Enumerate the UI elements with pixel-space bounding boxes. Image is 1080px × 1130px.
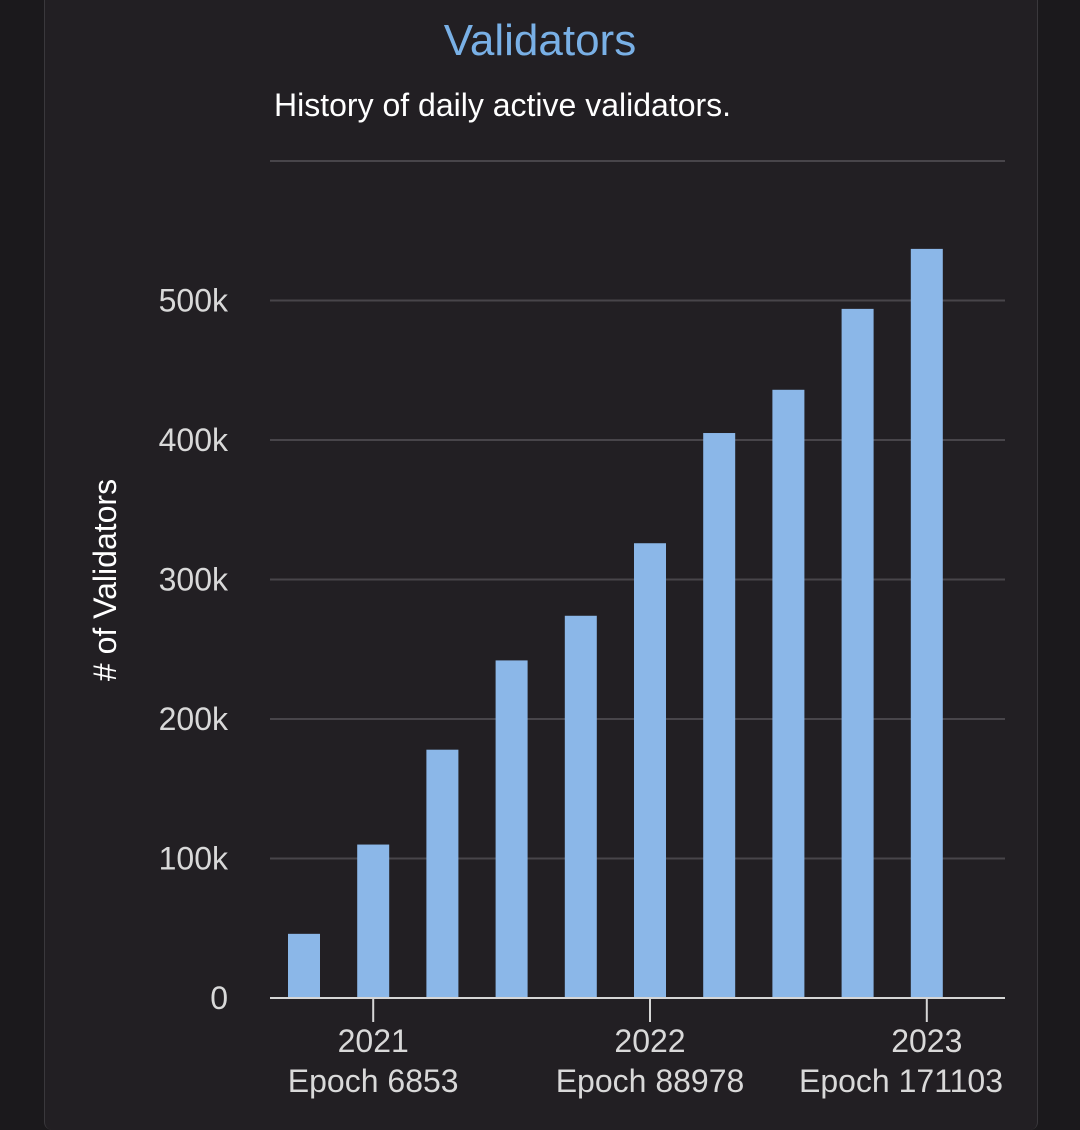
bar bbox=[357, 844, 390, 998]
x-tick-labels: 2021 Epoch 6853 2022 Epoch 88978 2023 Epoch 1… bbox=[288, 1023, 1003, 1099]
bar bbox=[564, 615, 597, 998]
y-tick-label: 300k bbox=[159, 562, 229, 598]
y-axis-label: # of Validators bbox=[87, 479, 123, 681]
bar bbox=[634, 543, 666, 998]
chart-title: Validators bbox=[444, 16, 636, 65]
x-tick-year: 2022 bbox=[614, 1023, 685, 1059]
x-tick-epoch: Epoch 6853 bbox=[288, 1063, 459, 1099]
bar bbox=[910, 248, 943, 998]
y-tick-label: 0 bbox=[210, 980, 228, 1016]
chart-subtitle: History of daily active validators. bbox=[274, 87, 731, 123]
x-tick-year: 2021 bbox=[338, 1023, 409, 1059]
x-tick-epoch: Epoch 88978 bbox=[556, 1063, 745, 1099]
y-tick-label: 400k bbox=[159, 422, 229, 458]
x-tick-epoch: Epoch 171103 bbox=[799, 1063, 1003, 1099]
bar bbox=[288, 933, 320, 998]
bar bbox=[841, 308, 874, 998]
x-tick-year: 2023 bbox=[891, 1023, 962, 1059]
bars bbox=[288, 248, 943, 998]
bar bbox=[426, 749, 459, 998]
y-tick-label: 100k bbox=[159, 841, 229, 877]
bar bbox=[703, 433, 736, 998]
y-tick-label: 200k bbox=[159, 701, 229, 737]
y-tick-labels: 0 100k 200k 300k 400k 500k bbox=[159, 283, 229, 1017]
bar bbox=[772, 389, 805, 998]
y-tick-label: 500k bbox=[159, 283, 229, 319]
x-axis bbox=[270, 997, 1005, 1022]
bar bbox=[495, 660, 528, 998]
